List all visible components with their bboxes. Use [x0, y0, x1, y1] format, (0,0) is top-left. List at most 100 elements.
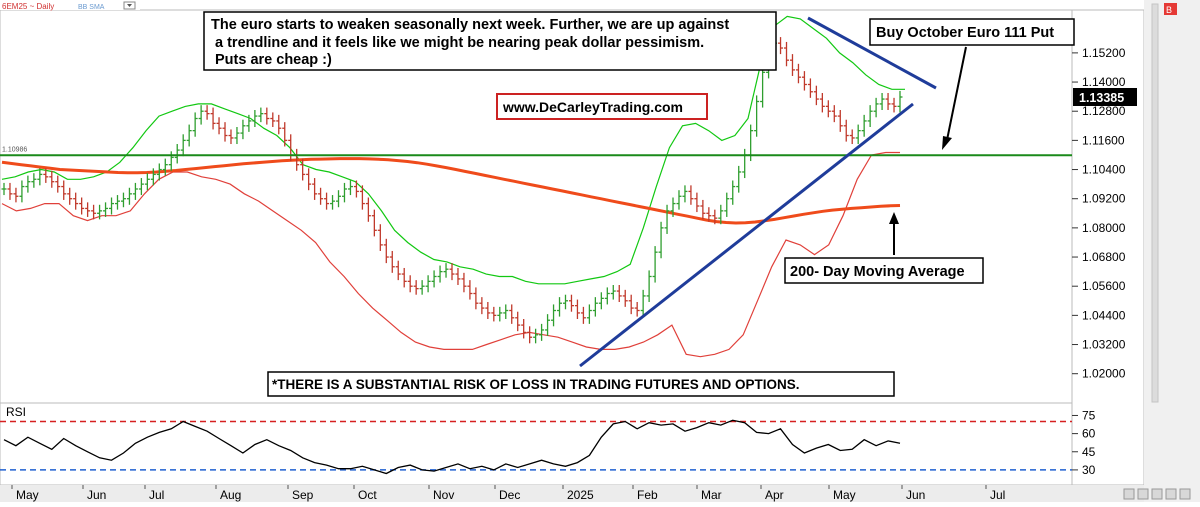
price-bar	[126, 187, 132, 205]
price-bar	[85, 202, 91, 217]
date-tick-label: Aug	[220, 488, 241, 502]
settings-icon[interactable]	[1179, 488, 1191, 500]
scroll-left-icon[interactable]	[1151, 488, 1163, 500]
disclaimer-label: *THERE IS A SUBSTANTIAL RISK OF LOSS IN …	[272, 377, 800, 392]
price-bar	[539, 323, 545, 341]
price-bar	[551, 304, 557, 327]
price-bar	[282, 122, 288, 147]
rsi-layer: 75 60 45 30	[0, 408, 1096, 477]
price-bar	[521, 319, 527, 339]
price-bar	[580, 306, 586, 324]
price-tick-label: 1.15200	[1082, 46, 1126, 60]
price-bar	[31, 173, 37, 188]
price-bar	[837, 110, 843, 132]
price-bar	[431, 270, 437, 288]
price-bar	[198, 105, 204, 125]
price-bar	[485, 302, 491, 320]
price-bar	[586, 304, 592, 324]
price-tick-label: 1.08000	[1082, 221, 1126, 235]
price-bar	[276, 114, 282, 135]
commentary-line-1: The euro starts to weaken seasonally nex…	[211, 17, 729, 33]
date-tick-label: May	[16, 488, 39, 502]
disclaimer-box: *THERE IS A SUBSTANTIAL RISK OF LOSS IN …	[267, 371, 895, 397]
price-bar	[25, 175, 31, 193]
price-bar	[347, 180, 353, 196]
commentary-box: The euro starts to weaken seasonally nex…	[203, 11, 777, 71]
price-bar	[336, 190, 342, 208]
price-bar	[628, 294, 634, 315]
price-bar	[670, 197, 676, 217]
commentary-line-3: Puts are cheap :)	[215, 52, 332, 68]
price-axis: 1.15200 1.14000 1.12800 1.11600 1.10400 1.092…	[1072, 46, 1137, 381]
date-tick-label: Jun	[87, 488, 106, 502]
price-bar	[138, 178, 144, 196]
price-bar	[222, 122, 228, 142]
price-bar	[885, 92, 891, 110]
price-bar	[270, 112, 276, 128]
zoom-in-icon[interactable]	[1123, 488, 1135, 500]
scroll-right-icon[interactable]	[1165, 488, 1177, 500]
price-bar	[527, 326, 533, 344]
header-strip	[0, 0, 140, 10]
rsi-tick-label: 30	[1082, 463, 1096, 477]
price-bar	[150, 168, 156, 186]
price-bar	[19, 180, 25, 203]
price-bar	[389, 250, 395, 273]
horizontal-line-layer: 1.10986	[0, 146, 1072, 157]
price-bar	[676, 190, 682, 210]
price-bar	[473, 287, 479, 310]
website-box: www.DeCarleyTrading.com	[496, 93, 708, 120]
symbol-label: 6EM25 ~ Daily	[2, 2, 54, 11]
price-bar	[144, 173, 150, 191]
price-bar	[330, 195, 336, 210]
bollinger-bands	[1, 15, 905, 358]
price-bar	[324, 192, 330, 210]
price-bar	[359, 185, 365, 210]
rsi-title: RSI	[6, 405, 26, 419]
price-bar	[234, 127, 240, 145]
price-bar	[13, 187, 19, 203]
last-price-label: 1.13385	[1079, 91, 1124, 105]
price-bar	[73, 192, 79, 210]
price-bar	[407, 275, 413, 293]
price-bar	[216, 117, 222, 135]
price-bar	[449, 263, 455, 281]
price-bar	[778, 37, 784, 55]
price-bar	[300, 158, 306, 181]
price-bar	[43, 168, 49, 183]
chevron-down-icon[interactable]	[127, 4, 132, 7]
corner-badge-label: B	[1166, 5, 1172, 15]
date-tick-label: Dec	[499, 488, 520, 502]
price-bar	[437, 265, 443, 283]
date-axis: May Jun Jul Aug Sep Oct Nov Dec 2025 Feb Mar Apr May…	[11, 485, 1005, 502]
price-bar	[174, 144, 180, 164]
price-bar	[109, 197, 115, 215]
price-bar	[604, 287, 610, 305]
arrow-to-hline	[942, 46, 967, 150]
price-tick-label: 1.12800	[1082, 104, 1126, 118]
price-bar	[103, 202, 109, 217]
price-bar	[634, 302, 640, 317]
price-bar	[97, 204, 103, 220]
rising-trendline	[579, 102, 914, 368]
price-bar	[91, 204, 97, 220]
price-bar	[730, 180, 736, 205]
price-bar	[807, 78, 813, 98]
price-bar	[562, 294, 568, 310]
corner-badge[interactable]	[1164, 3, 1177, 15]
price-bar	[724, 192, 730, 217]
zoom-out-icon[interactable]	[1137, 488, 1149, 500]
price-bar	[365, 197, 371, 222]
price-tick-label: 1.09200	[1082, 192, 1126, 206]
price-bar	[598, 292, 604, 310]
scrollbar[interactable]	[1151, 3, 1159, 403]
price-bar	[873, 97, 879, 118]
price-bar	[383, 238, 389, 264]
price-bar	[515, 311, 521, 332]
date-tick-label: Nov	[433, 488, 454, 502]
price-bar	[114, 195, 120, 210]
price-bar	[162, 158, 168, 176]
date-tick-label: May	[833, 488, 856, 502]
price-bar	[819, 92, 825, 113]
price-bar	[700, 199, 706, 220]
